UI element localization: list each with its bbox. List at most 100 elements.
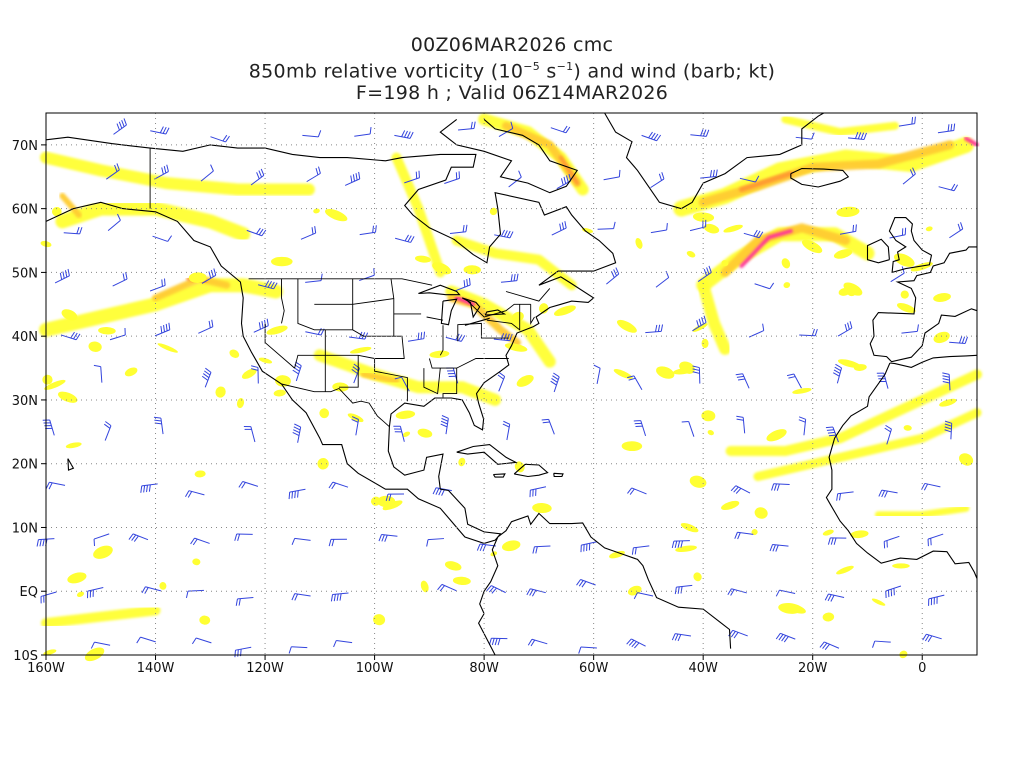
wind-barb [493, 333, 513, 342]
wind-barb [359, 268, 375, 282]
title-line-1: 00Z06MAR2026 cmc [410, 34, 614, 56]
barb-feather [553, 372, 560, 378]
barb-feather [479, 544, 484, 552]
wind-barb [593, 364, 601, 384]
barb-feather [73, 332, 78, 340]
barb-shaft [94, 641, 111, 646]
barb-feather [261, 229, 267, 237]
barb-feather [680, 586, 683, 594]
wind-barb [692, 365, 701, 384]
barb-feather [593, 364, 601, 369]
barb-feather [510, 121, 514, 129]
wind-barb [889, 227, 907, 239]
tick-label-lon: 60W [579, 661, 609, 676]
wind-barb [824, 593, 845, 602]
barb-feather [827, 537, 831, 545]
barb-feather [210, 269, 214, 277]
barb-feather [466, 279, 469, 287]
barb-feather [735, 487, 742, 494]
barb-feather [435, 488, 440, 495]
barb-feather [884, 490, 888, 498]
wind-barb [455, 277, 471, 292]
vorticity-patch [511, 311, 524, 323]
vorticity-patch [754, 507, 768, 519]
barb-feather [542, 421, 550, 424]
vorticity-patch [539, 303, 549, 314]
vorticity-patch [701, 410, 716, 422]
barb-shaft [336, 640, 353, 644]
barb-feather [786, 373, 795, 377]
vorticity-band [451, 235, 577, 291]
barb-feather [291, 593, 296, 601]
barb-feather [658, 173, 663, 181]
barb-feather [849, 321, 853, 329]
wind-barb [848, 131, 867, 141]
wind-barb [819, 641, 840, 650]
barb-feather [755, 175, 760, 183]
barb-feather [143, 485, 146, 493]
vorticity-patch [910, 262, 933, 272]
wind-barb [775, 632, 796, 643]
barb-feather [293, 426, 301, 431]
political-border [442, 368, 458, 398]
vorticity-patch [324, 208, 348, 222]
coastline [888, 217, 933, 273]
barb-feather [855, 224, 857, 232]
vorticity-patch [516, 374, 534, 387]
barb-feather [75, 333, 81, 341]
barb-feather [458, 334, 463, 341]
wind-barb [690, 129, 710, 137]
barb-feather [702, 129, 707, 137]
wind-barb [736, 415, 746, 434]
barb-feather [167, 235, 173, 242]
barb-shaft [401, 376, 410, 392]
barb-shaft [200, 170, 214, 182]
barb-feather [165, 323, 168, 331]
coastline [869, 246, 978, 363]
wind-barb [786, 373, 802, 389]
barb-feather [165, 127, 170, 135]
barb-feather [819, 641, 825, 648]
political-border [428, 358, 509, 369]
vorticity-patch [532, 502, 552, 514]
barb-feather [692, 371, 700, 374]
barb-feather [674, 587, 677, 595]
barb-feather [70, 331, 75, 339]
barb-shaft [294, 537, 311, 541]
barb-feather [491, 638, 495, 646]
wind-barb [949, 222, 964, 239]
barb-feather [125, 272, 128, 280]
map-frame [45, 112, 978, 656]
tick-label-lon: 0 [918, 661, 926, 676]
vorticity-patch [751, 529, 758, 536]
barb-feather [441, 415, 449, 419]
vorticity-band [698, 140, 955, 207]
barb-feather [532, 546, 535, 554]
political-border [505, 288, 551, 302]
barb-feather [333, 594, 336, 602]
barb-feather [369, 127, 372, 135]
barb-feather [237, 533, 241, 541]
wind-barb [291, 537, 311, 546]
barb-feather [384, 534, 388, 542]
wind-barb [655, 270, 670, 288]
wind-barb [154, 322, 171, 337]
wind-barb [234, 646, 252, 658]
vorticity-patch [896, 303, 916, 313]
barb-shaft [100, 366, 103, 383]
barb-shaft [580, 646, 597, 649]
wind-barb [832, 363, 843, 384]
vorticity-patch [903, 425, 912, 431]
barb-feather [168, 322, 171, 330]
barb-feather [563, 176, 567, 184]
barb-feather [270, 281, 275, 289]
barb-feather [657, 324, 661, 332]
wind-barb [141, 586, 162, 594]
barb-feather [565, 175, 569, 183]
barb-feather [634, 642, 640, 649]
barb-feather [727, 588, 732, 596]
wind-barb [149, 278, 166, 292]
wind-barb [645, 324, 664, 334]
barb-feather [541, 418, 549, 421]
barb-feather [633, 592, 638, 600]
